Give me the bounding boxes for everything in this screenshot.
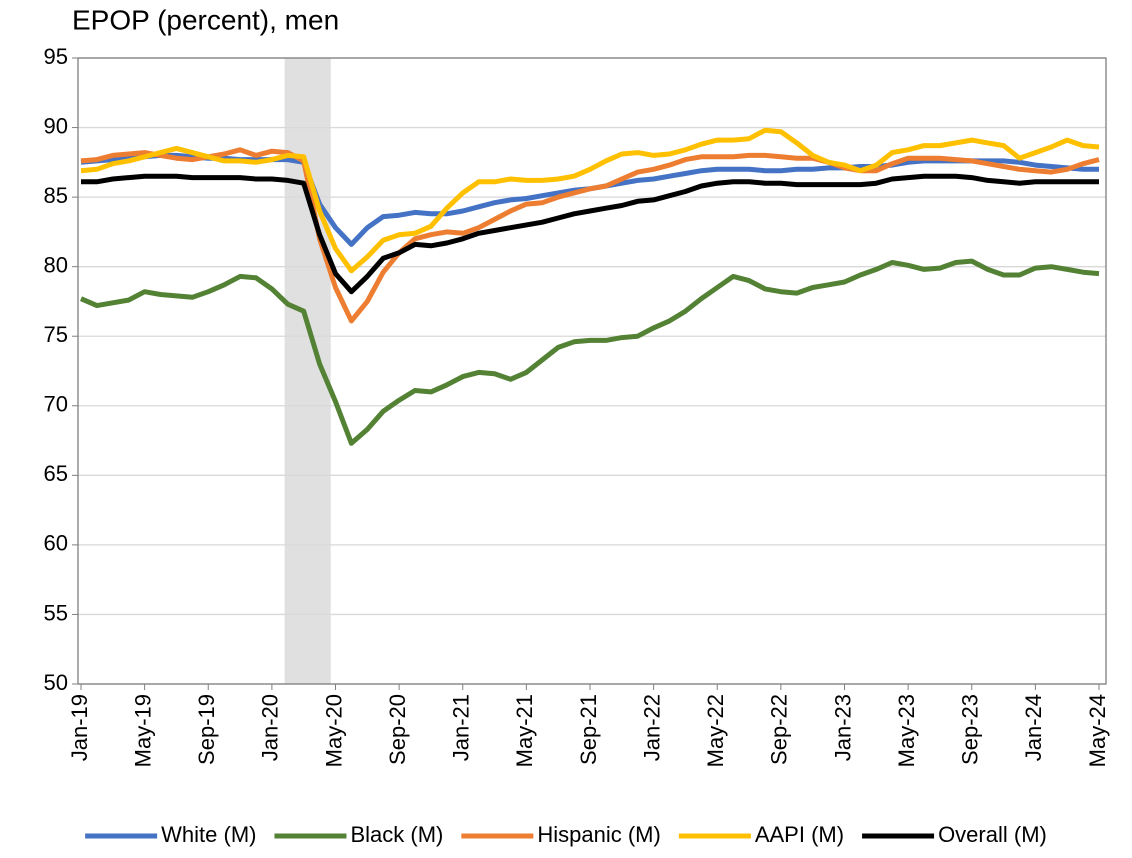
y-tick-label: 65 [44, 461, 68, 486]
series-line [81, 173, 1099, 295]
x-tick-label: May-24 [1085, 694, 1110, 767]
y-tick-label: 80 [44, 252, 68, 277]
x-tick-label: Jan-23 [830, 694, 855, 761]
series-line [80, 127, 1100, 274]
legend-label: White (M) [161, 822, 256, 847]
x-tick-label: Sep-23 [958, 694, 983, 765]
y-tick-label: 70 [44, 392, 68, 417]
x-tick-label: May-23 [894, 694, 919, 767]
legend-label: AAPI (M) [755, 822, 844, 847]
y-tick-label: 85 [44, 183, 68, 208]
x-tick-label: Sep-19 [194, 694, 219, 765]
legend-label: Black (M) [350, 822, 443, 847]
x-tick-label: May-21 [512, 694, 537, 767]
y-tick-label: 55 [44, 600, 68, 625]
x-tick-label: Jan-21 [449, 694, 474, 761]
y-tick-label: 60 [44, 531, 68, 556]
x-tick-label: Jan-22 [639, 694, 664, 761]
x-tick-label: May-20 [321, 694, 346, 767]
plot-border [77, 57, 1107, 685]
x-tick-label: Jan-20 [258, 694, 283, 761]
x-tick-label: Jan-24 [1021, 694, 1046, 761]
y-tick-label: 75 [44, 322, 68, 347]
x-tick-label: May-19 [130, 694, 155, 767]
y-tick-label: 90 [44, 113, 68, 138]
x-tick-label: Sep-22 [767, 694, 792, 765]
x-tick-label: Sep-21 [576, 694, 601, 765]
x-tick-label: May-22 [703, 694, 728, 767]
x-tick-label: Sep-20 [385, 694, 410, 765]
x-tick-label: Jan-19 [67, 694, 92, 761]
y-tick-label: 95 [44, 44, 68, 69]
y-tick-label: 50 [44, 670, 68, 695]
legend-label: Overall (M) [938, 822, 1047, 847]
legend: White (M) Black (M) Hispanic (M) AAPI (M) Ov… [85, 822, 1047, 847]
legend-label: Hispanic (M) [537, 822, 660, 847]
series-line [80, 258, 1100, 446]
series-line [80, 147, 1100, 324]
chart-title: EPOP (percent), men [72, 4, 339, 35]
